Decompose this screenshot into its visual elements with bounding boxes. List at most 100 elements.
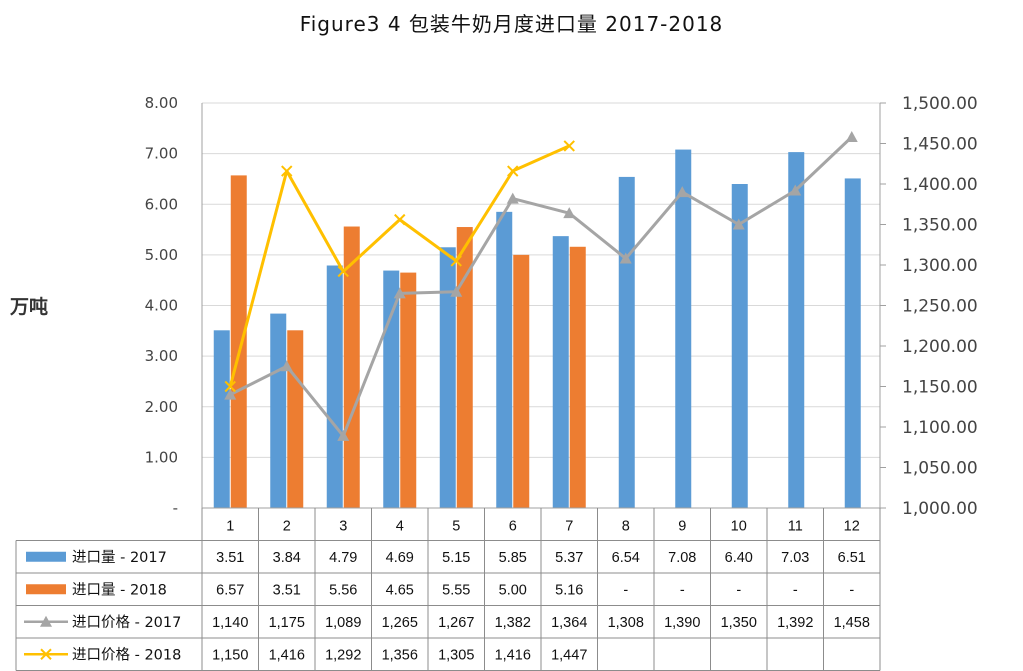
bar-2017 — [552, 236, 569, 509]
x-tick-label: 2 — [283, 518, 291, 534]
x-tick-label: 4 — [396, 518, 404, 534]
marker-price-2017 — [224, 388, 237, 400]
bar-2017 — [731, 184, 748, 508]
table-cell: 4.79 — [329, 550, 357, 566]
table-cell: 5.55 — [442, 582, 470, 598]
table-cell: 3.84 — [273, 550, 301, 566]
legend-key-marker — [40, 648, 52, 660]
x-tick-label: 3 — [339, 518, 347, 534]
y2-tick-label: 1,200.00 — [902, 337, 978, 357]
table-cell: 1,089 — [325, 615, 361, 631]
marker-price-2017 — [676, 186, 689, 198]
y2-tick-label: 1,500.00 — [902, 94, 978, 114]
y-tick-label: 7.00 — [145, 145, 178, 163]
table-cell: 1,265 — [382, 615, 418, 631]
legend-label: 进口价格 - 2017 — [72, 614, 181, 631]
y-tick-label: 3.00 — [145, 347, 178, 365]
table-cell: 7.08 — [668, 550, 696, 566]
marker-price-2017 — [506, 192, 519, 204]
table-cell: 1,305 — [438, 647, 474, 663]
table-cell: 1,416 — [269, 647, 305, 663]
table-cell: 3.51 — [216, 550, 244, 566]
legend-key-bar — [26, 551, 66, 562]
table-cell: 6.51 — [838, 550, 866, 566]
table-cell: 6.54 — [612, 550, 640, 566]
marker-price-2017 — [393, 287, 406, 299]
legend-label: 进口量 - 2018 — [72, 581, 167, 598]
y-tick-label: - — [173, 499, 178, 517]
marker-price-2017 — [337, 429, 350, 441]
table-cell: 1,140 — [212, 615, 248, 631]
bar-2018 — [513, 254, 530, 508]
marker-price-2017 — [563, 207, 576, 219]
marker-price-2017 — [619, 252, 632, 264]
marker-price-2018 — [281, 165, 293, 177]
table-cell: 6.40 — [725, 550, 753, 566]
marker-price-2018 — [563, 140, 575, 152]
table-cell: 5.37 — [555, 550, 583, 566]
table-cell: 1,364 — [551, 615, 587, 631]
y2-tick-label: 1,150.00 — [902, 378, 978, 398]
table-cell: 1,308 — [608, 615, 644, 631]
bar-2017 — [439, 247, 456, 508]
x-tick-label: 11 — [788, 518, 803, 534]
table-cell: 3.51 — [273, 582, 301, 598]
table-cell: 5.56 — [329, 582, 357, 598]
table-cell: 6.57 — [216, 582, 244, 598]
bar-2018 — [230, 175, 247, 509]
x-tick-label: 12 — [844, 518, 860, 534]
line-price-2017 — [229, 135, 853, 438]
table-cell: 7.03 — [781, 550, 809, 566]
table-cell: 1,175 — [269, 615, 305, 631]
bar-2017 — [326, 265, 343, 508]
y-tick-label: 5.00 — [145, 246, 178, 264]
table-cell: - — [623, 582, 628, 598]
table-cell: 1,382 — [495, 615, 531, 631]
table-cell: 5.85 — [499, 550, 527, 566]
y-tick-label: 2.00 — [145, 398, 178, 416]
table-cell: 4.65 — [386, 582, 414, 598]
table-cell: 5.15 — [442, 550, 470, 566]
marker-price-2018 — [450, 255, 462, 267]
marker-price-2018 — [507, 165, 519, 177]
marker-price-2017 — [732, 218, 745, 230]
table-cell: 1,416 — [495, 647, 531, 663]
y-axis-label: 万吨 — [10, 296, 49, 318]
table-cell: 1,390 — [664, 615, 700, 631]
bar-2017 — [270, 313, 287, 508]
x-tick-label: 1 — [226, 518, 234, 534]
bar-2017 — [383, 270, 400, 508]
bar-2017 — [618, 176, 635, 508]
y2-tick-label: 1,350.00 — [902, 216, 978, 236]
table-cell: - — [680, 582, 685, 598]
table-cell: 4.69 — [386, 550, 414, 566]
table-cell: 1,447 — [551, 647, 587, 663]
x-tick-label: 8 — [622, 518, 630, 534]
table-cell: - — [736, 582, 741, 598]
marker-price-2017 — [280, 360, 293, 372]
x-tick-label: 9 — [678, 518, 686, 534]
legend-label: 进口量 - 2017 — [72, 549, 167, 566]
y2-tick-label: 1,000.00 — [902, 499, 978, 519]
bar-2017 — [788, 152, 805, 508]
x-tick-label: 7 — [565, 518, 573, 534]
bar-2017 — [496, 211, 513, 508]
y2-tick-label: 1,250.00 — [902, 297, 978, 317]
y2-tick-label: 1,100.00 — [902, 418, 978, 438]
table-cell: 1,150 — [212, 647, 248, 663]
bar-2018 — [456, 227, 473, 508]
table-cell: 1,350 — [721, 615, 757, 631]
marker-price-2017 — [450, 285, 463, 297]
marker-price-2017 — [845, 131, 858, 143]
marker-price-2017 — [789, 184, 802, 196]
marker-price-2018 — [394, 213, 406, 226]
marker-price-2018 — [337, 265, 349, 278]
y2-tick-label: 1,400.00 — [902, 175, 978, 195]
table-cell: 1,267 — [438, 615, 474, 631]
bar-2017 — [844, 178, 861, 508]
bars-layer — [213, 149, 861, 509]
chart-title: Figure3 4 包装牛奶月度进口量 2017-2018 — [299, 12, 724, 36]
legend-label: 进口价格 - 2018 — [72, 646, 181, 663]
